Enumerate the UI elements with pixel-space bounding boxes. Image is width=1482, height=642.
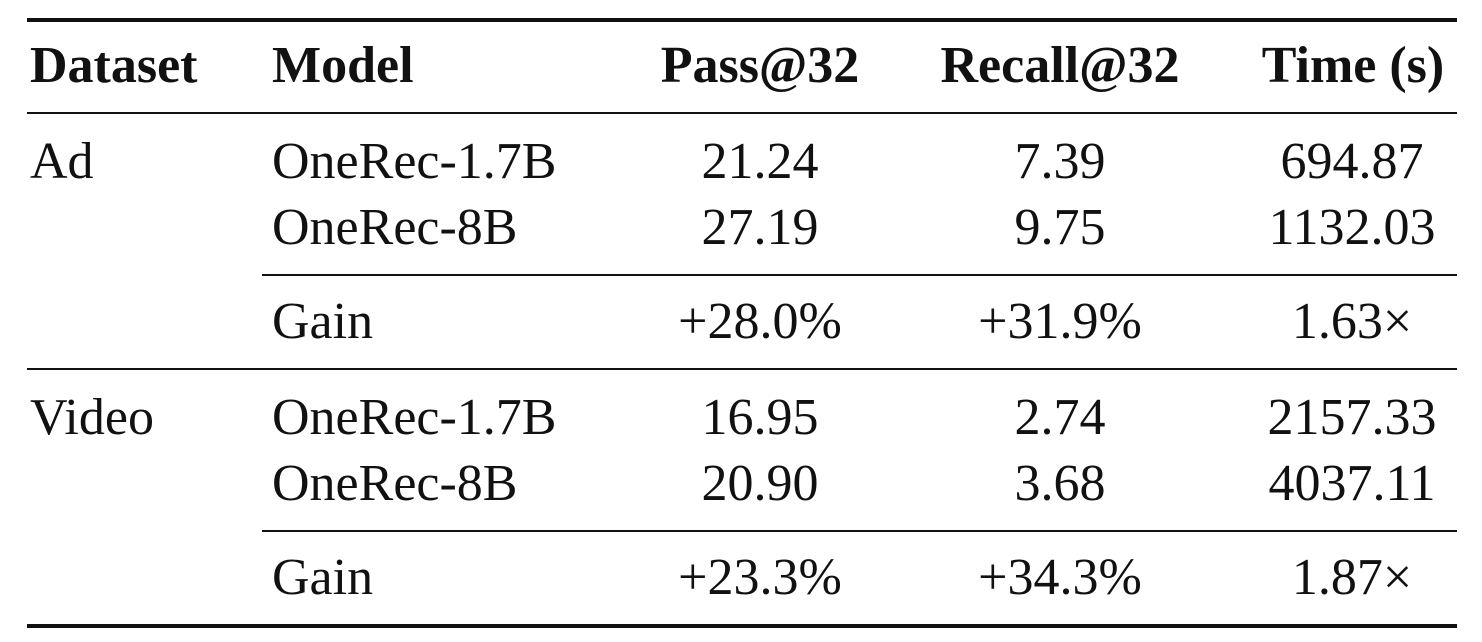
model-cell: OneRec-1.7B (272, 133, 557, 190)
header-dataset: Dataset (30, 37, 198, 94)
pass-cell: 21.24 (701, 133, 819, 190)
recall-cell: 2.74 (1014, 389, 1106, 446)
time-cell: 1132.03 (1268, 199, 1436, 256)
model-cell: OneRec-8B (272, 455, 518, 512)
gain-label: Gain (272, 293, 374, 350)
dataset-label: Ad (30, 133, 94, 190)
gain-recall: +31.9% (978, 293, 1142, 350)
recall-cell: 7.39 (1014, 133, 1106, 190)
time-cell: 694.87 (1280, 133, 1424, 190)
pass-cell: 27.19 (701, 199, 819, 256)
bottom-rule (27, 624, 1457, 628)
gain-time: 1.87× (1291, 549, 1413, 606)
header-time: Time (s) (1261, 37, 1445, 94)
time-cell: 4037.11 (1268, 455, 1436, 512)
gain-recall: +34.3% (978, 549, 1142, 606)
recall-cell: 9.75 (1014, 199, 1106, 256)
group-rule (27, 368, 1457, 370)
model-cell: OneRec-8B (272, 199, 518, 256)
pass-cell: 16.95 (701, 389, 819, 446)
recall-cell: 3.68 (1014, 455, 1106, 512)
header-pass: Pass@32 (660, 37, 860, 94)
pass-cell: 20.90 (701, 455, 819, 512)
model-cell: OneRec-1.7B (272, 389, 557, 446)
gain-rule (262, 274, 1457, 276)
header-rule (27, 112, 1457, 114)
gain-pass: +23.3% (678, 549, 842, 606)
header-model: Model (272, 37, 414, 94)
header-recall: Recall@32 (940, 37, 1180, 94)
gain-pass: +28.0% (678, 293, 842, 350)
gain-label: Gain (272, 549, 374, 606)
time-cell: 2157.33 (1267, 389, 1437, 446)
gain-rule (262, 530, 1457, 532)
gain-time: 1.63× (1291, 293, 1413, 350)
dataset-label: Video (30, 389, 154, 446)
top-rule (27, 18, 1457, 22)
